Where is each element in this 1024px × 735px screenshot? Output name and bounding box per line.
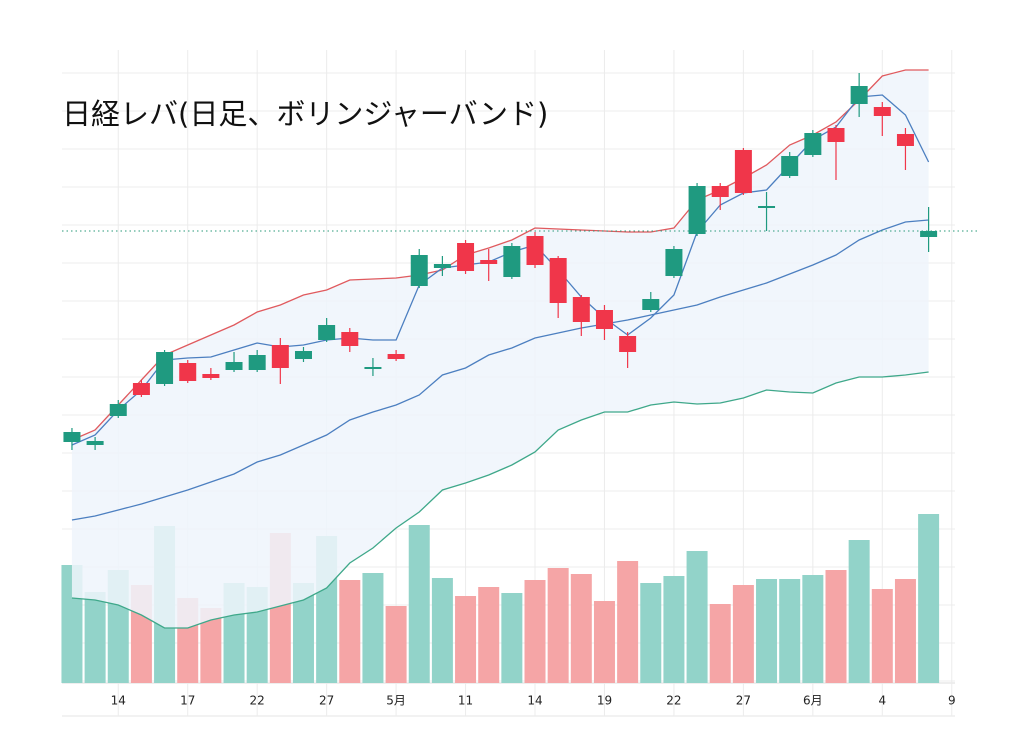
x-tick-label: 11: [458, 694, 473, 708]
candle-body: [179, 363, 197, 381]
candle-body: [457, 243, 475, 271]
volume-bar: [455, 596, 477, 683]
volume-bar: [848, 540, 870, 683]
candle-body: [503, 246, 521, 277]
candle-body: [873, 107, 891, 116]
volume-bar: [200, 608, 222, 683]
candle-body: [63, 432, 81, 442]
x-tick-label: 27: [319, 694, 334, 708]
candle-body: [850, 86, 868, 104]
volume-bar: [663, 576, 685, 683]
volume-bar: [339, 580, 361, 683]
candle-body: [433, 264, 451, 268]
candle-body: [711, 186, 729, 197]
candle-body: [642, 299, 660, 310]
candle-body: [132, 383, 150, 395]
candle-body: [781, 156, 799, 176]
x-tick-label: 6月: [803, 694, 823, 708]
candle-body: [572, 297, 590, 322]
volume-bar: [547, 568, 569, 683]
x-tick-label: 22: [250, 694, 265, 708]
volume-bar: [501, 593, 523, 683]
volume-bar: [84, 592, 106, 683]
candle-body: [271, 345, 289, 368]
volume-bar: [871, 589, 893, 683]
x-tick-label: 9: [948, 694, 956, 708]
candle-body: [758, 206, 776, 208]
volume-bar: [640, 583, 662, 683]
plot-area: 14 17 22 27 5月 11 14 19 22 27 6月 4 9: [61, 69, 980, 708]
candle-body: [734, 150, 752, 193]
volume-bar: [779, 579, 801, 683]
volume-bar: [802, 575, 824, 683]
candle-body: [318, 325, 336, 340]
volume-bar: [478, 587, 500, 683]
candle-body: [920, 231, 938, 237]
candle-body: [248, 355, 266, 370]
volume-bar: [709, 604, 731, 683]
candle-body: [619, 336, 637, 352]
x-tick-label: 14: [527, 694, 542, 708]
x-tick-label: 17: [180, 694, 195, 708]
volume-bar: [732, 585, 754, 683]
volume-bar: [385, 606, 407, 683]
volume-bar: [756, 579, 778, 683]
candle-body: [156, 352, 174, 384]
candle-body: [896, 134, 914, 146]
candle-body: [364, 367, 382, 369]
candle-body: [387, 354, 405, 359]
volume-bar: [593, 601, 615, 683]
x-tick-label: 5月: [386, 694, 406, 708]
candle-body: [804, 133, 822, 155]
candle-body: [410, 255, 428, 286]
candle-body: [526, 236, 544, 265]
lower-line: [71, 371, 929, 629]
volume-bar: [570, 574, 592, 683]
volume-bar: [617, 561, 639, 683]
candle-body: [341, 332, 359, 346]
candle-body: [480, 260, 498, 264]
x-tick-label: 4: [878, 694, 886, 708]
volume-bar: [524, 580, 546, 683]
volume-bar: [408, 525, 430, 683]
candle-body: [827, 128, 845, 142]
candle-body: [595, 310, 613, 329]
candle-body: [294, 351, 312, 359]
volume-bar: [431, 578, 453, 683]
x-tick-label: 22: [666, 694, 681, 708]
x-tick-label: 27: [736, 694, 751, 708]
candle-body: [549, 258, 567, 303]
volume-bar: [292, 583, 314, 683]
chart-title: 日経レバ(日足、ボリンジャーバンド): [62, 97, 548, 131]
candle-body: [225, 362, 243, 370]
middle-line: [71, 219, 929, 521]
x-tick-label: 19: [597, 694, 612, 708]
candle-body: [202, 374, 220, 378]
volume-bar: [362, 573, 384, 683]
candle-body: [86, 441, 104, 445]
volume-bar: [825, 570, 847, 683]
band-fill: [71, 70, 929, 628]
candle-body: [688, 186, 706, 234]
volume-bar: [918, 514, 940, 683]
upper-line: [71, 69, 929, 441]
x-tick-label: 14: [111, 694, 126, 708]
candle-body: [665, 249, 683, 276]
volume-bar: [894, 579, 916, 683]
volume-bar: [686, 551, 708, 683]
candle-body: [109, 404, 127, 416]
